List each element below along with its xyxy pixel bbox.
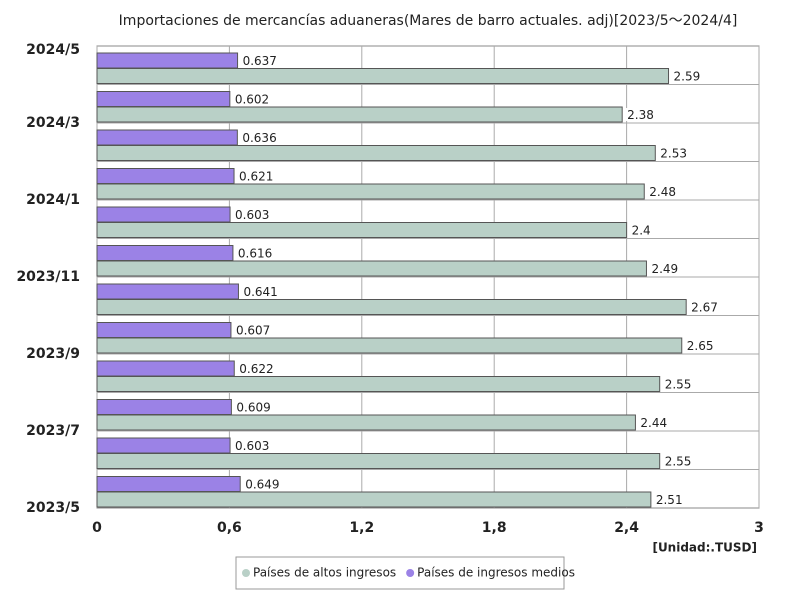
data-label: 2.53 — [660, 147, 687, 161]
data-label: 0.602 — [235, 93, 269, 107]
data-label-bg — [637, 416, 671, 429]
data-label: 2.65 — [687, 339, 714, 353]
data-label-bg — [683, 339, 717, 352]
data-label: 0.622 — [239, 362, 273, 376]
bar — [96, 145, 656, 161]
data-label: 2.67 — [691, 301, 718, 315]
data-label: 0.607 — [236, 324, 270, 338]
bar — [96, 283, 239, 300]
data-label-bg — [233, 400, 274, 414]
bar — [96, 222, 628, 238]
bar — [96, 453, 661, 469]
legend-box — [235, 556, 565, 590]
bar — [96, 399, 232, 415]
data-label-bg — [652, 493, 686, 506]
data-label-bg — [646, 185, 679, 198]
bar — [96, 245, 234, 261]
x-tick-label: 1,2 — [349, 520, 374, 536]
unit-label: [Unidad:.TUSD] — [652, 541, 757, 555]
data-label-bg — [236, 169, 277, 183]
data-label-bg — [688, 300, 721, 314]
data-label-bg — [240, 285, 281, 298]
data-label-bg — [231, 92, 273, 106]
bar — [96, 183, 645, 200]
data-label-bg — [624, 108, 657, 121]
bar — [96, 106, 623, 123]
bar — [96, 491, 652, 508]
data-label-bg — [661, 377, 695, 391]
data-label: 2.49 — [651, 262, 678, 276]
data-label-bg — [239, 131, 280, 144]
data-label: 0.603 — [235, 439, 269, 453]
data-label-bg — [661, 454, 695, 468]
data-label: 2.55 — [665, 455, 692, 469]
bar — [96, 322, 232, 338]
bar — [96, 476, 241, 492]
data-label-bg — [232, 208, 273, 221]
x-tick-label: 0 — [92, 520, 102, 536]
bar — [96, 337, 683, 354]
y-tick-label: 2023/7 — [26, 423, 80, 439]
bar — [96, 206, 231, 223]
bar — [96, 91, 231, 107]
data-label-bg — [670, 69, 704, 83]
y-tick-label: 2023/9 — [26, 346, 80, 362]
y-tick-label: 2024/5 — [26, 42, 80, 58]
data-label: 2.51 — [656, 493, 683, 507]
data-label-bg — [628, 223, 654, 237]
bar — [96, 299, 687, 315]
legend-swatch — [406, 569, 415, 577]
data-label: 0.609 — [236, 401, 270, 415]
bar — [96, 414, 636, 431]
x-tick-label: 2,4 — [614, 520, 639, 536]
data-label-bg — [648, 262, 682, 275]
x-tick-label: 3 — [754, 520, 764, 536]
y-tick-label: 2023/11 — [16, 269, 80, 285]
chart-title: Importaciones de mercancías aduaneras(Ma… — [119, 13, 738, 29]
legend-label: Países de altos ingresos — [253, 566, 396, 580]
data-label: 2.38 — [627, 108, 654, 122]
data-label: 0.603 — [235, 208, 269, 222]
data-label-bg — [232, 323, 274, 337]
legend-swatch — [242, 569, 250, 577]
data-label-bg — [239, 54, 280, 67]
data-label: 0.621 — [239, 170, 273, 184]
data-label-bg — [657, 146, 691, 160]
y-tick-label: 2024/1 — [26, 192, 80, 208]
data-label: 0.636 — [242, 131, 276, 145]
y-tick-label: 2024/3 — [26, 115, 80, 131]
data-label: 2.55 — [665, 378, 692, 392]
data-label: 2.44 — [640, 416, 667, 430]
bar — [96, 68, 670, 84]
bar — [96, 376, 661, 392]
data-label: 2.59 — [674, 70, 701, 84]
legend-label: Países de ingresos medios — [417, 566, 575, 580]
data-label-bg — [236, 362, 277, 375]
data-label: 2.48 — [649, 185, 676, 199]
data-label-bg — [232, 439, 273, 452]
y-tick-label: 2023/5 — [26, 500, 80, 516]
x-tick-label: 0,6 — [217, 520, 242, 536]
bar — [96, 52, 239, 69]
data-label: 0.616 — [238, 247, 272, 261]
data-label-bg — [234, 246, 276, 260]
bar — [96, 129, 238, 146]
bar — [96, 260, 647, 277]
bar — [96, 168, 235, 184]
bar — [96, 360, 235, 377]
data-label: 2.4 — [632, 224, 651, 238]
x-tick-label: 1,8 — [482, 520, 507, 536]
bar — [96, 437, 231, 454]
data-label-bg — [242, 477, 283, 491]
data-label: 0.649 — [245, 478, 279, 492]
data-label: 0.641 — [243, 285, 277, 299]
data-label: 0.637 — [243, 54, 277, 68]
